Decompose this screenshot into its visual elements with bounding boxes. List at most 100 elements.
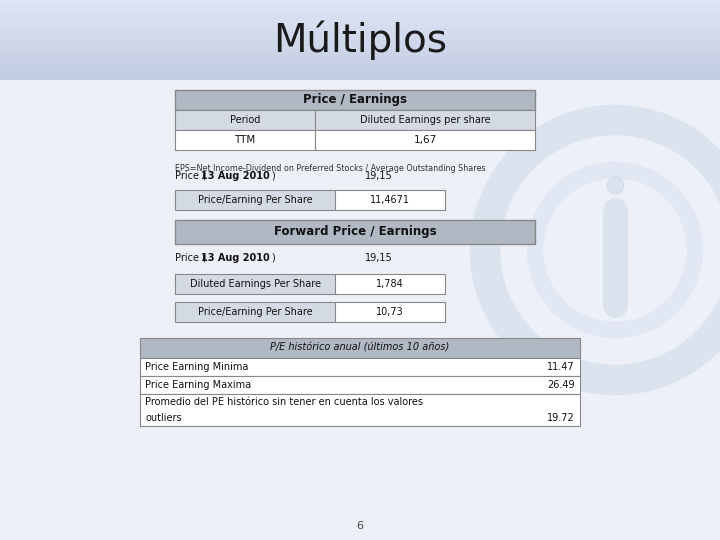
- Text: outliers: outliers: [145, 413, 181, 423]
- Bar: [0, 72, 720, 74]
- Bar: [0, 17, 720, 18]
- Bar: [0, 70, 720, 71]
- Bar: [0, 19, 720, 24]
- Bar: [0, 56, 720, 57]
- Bar: [0, 11, 720, 13]
- Bar: [0, 14, 720, 15]
- Bar: [0, 36, 720, 40]
- Bar: [0, 18, 720, 20]
- Bar: [0, 65, 720, 67]
- Text: 11,4671: 11,4671: [370, 195, 410, 205]
- Bar: [0, 40, 720, 42]
- Bar: [0, 68, 720, 69]
- Bar: [0, 71, 720, 72]
- Text: 13 Aug 2010: 13 Aug 2010: [201, 253, 270, 263]
- Bar: [0, 78, 720, 79]
- Bar: [0, 50, 720, 51]
- Bar: [0, 39, 720, 41]
- Bar: [335, 302, 445, 322]
- Bar: [0, 38, 720, 40]
- Text: Forward Price / Earnings: Forward Price / Earnings: [274, 226, 436, 239]
- Text: 6: 6: [356, 521, 364, 531]
- Bar: [0, 10, 720, 11]
- Bar: [0, 52, 720, 54]
- Bar: [0, 21, 720, 22]
- Bar: [0, 15, 720, 16]
- Bar: [0, 5, 720, 7]
- Bar: [175, 90, 535, 110]
- Bar: [175, 220, 535, 244]
- Bar: [0, 43, 720, 44]
- Bar: [0, 51, 720, 53]
- Bar: [0, 76, 720, 77]
- Bar: [0, 51, 720, 56]
- Bar: [0, 2, 720, 3]
- Text: EPS=Net Income-Dividend on Preferred Stocks / Average Outstanding Shares: EPS=Net Income-Dividend on Preferred Sto…: [175, 164, 485, 173]
- Text: ): ): [271, 171, 275, 181]
- Bar: [175, 190, 335, 210]
- Text: 13 Aug 2010: 13 Aug 2010: [201, 171, 270, 181]
- Bar: [0, 78, 720, 80]
- Bar: [175, 302, 335, 322]
- Bar: [0, 28, 720, 32]
- Bar: [0, 48, 720, 49]
- Text: 1,784: 1,784: [376, 279, 404, 289]
- Bar: [0, 30, 720, 32]
- Bar: [0, 35, 720, 36]
- Bar: [0, 11, 720, 16]
- Bar: [0, 37, 720, 39]
- Bar: [0, 30, 720, 31]
- Bar: [0, 63, 720, 64]
- Text: ): ): [271, 253, 275, 263]
- Bar: [0, 16, 720, 20]
- Bar: [0, 22, 720, 23]
- Text: Price Earning Maxima: Price Earning Maxima: [145, 380, 251, 390]
- Bar: [0, 16, 720, 17]
- Bar: [335, 274, 445, 294]
- Bar: [0, 76, 720, 80]
- Text: Price/Earning Per Share: Price/Earning Per Share: [198, 195, 312, 205]
- Bar: [0, 58, 720, 60]
- Bar: [0, 64, 720, 66]
- Bar: [0, 12, 720, 14]
- Text: Price / Earnings: Price / Earnings: [303, 93, 407, 106]
- Bar: [0, 51, 720, 52]
- Bar: [0, 19, 720, 21]
- Bar: [0, 75, 720, 76]
- Bar: [0, 69, 720, 70]
- Bar: [0, 24, 720, 25]
- Bar: [0, 3, 720, 8]
- Text: Price (: Price (: [175, 253, 206, 263]
- Bar: [175, 274, 335, 294]
- Text: Diluted Earnings Per Share: Diluted Earnings Per Share: [189, 279, 320, 289]
- Bar: [0, 24, 720, 26]
- Bar: [0, 31, 720, 36]
- Bar: [0, 4, 720, 6]
- Bar: [0, 55, 720, 56]
- Bar: [0, 26, 720, 28]
- Text: 19,15: 19,15: [365, 171, 392, 181]
- Bar: [0, 0, 720, 4]
- Bar: [0, 57, 720, 59]
- Text: Múltiplos: Múltiplos: [273, 20, 447, 60]
- Text: Price (: Price (: [175, 171, 206, 181]
- Bar: [0, 59, 720, 64]
- Bar: [0, 60, 720, 62]
- Bar: [0, 48, 720, 52]
- Bar: [0, 46, 720, 48]
- Bar: [0, 1, 720, 2]
- Bar: [0, 56, 720, 60]
- Bar: [0, 23, 720, 24]
- Bar: [0, 71, 720, 76]
- Text: Diluted Earnings per share: Diluted Earnings per share: [360, 115, 490, 125]
- Bar: [0, 44, 720, 45]
- Bar: [0, 62, 720, 63]
- Bar: [0, 24, 720, 28]
- Bar: [0, 37, 720, 38]
- Bar: [0, 64, 720, 65]
- Bar: [140, 338, 580, 358]
- Bar: [0, 32, 720, 34]
- Text: Price Earning Minima: Price Earning Minima: [145, 362, 248, 372]
- Bar: [0, 73, 720, 75]
- Bar: [0, 0, 720, 1]
